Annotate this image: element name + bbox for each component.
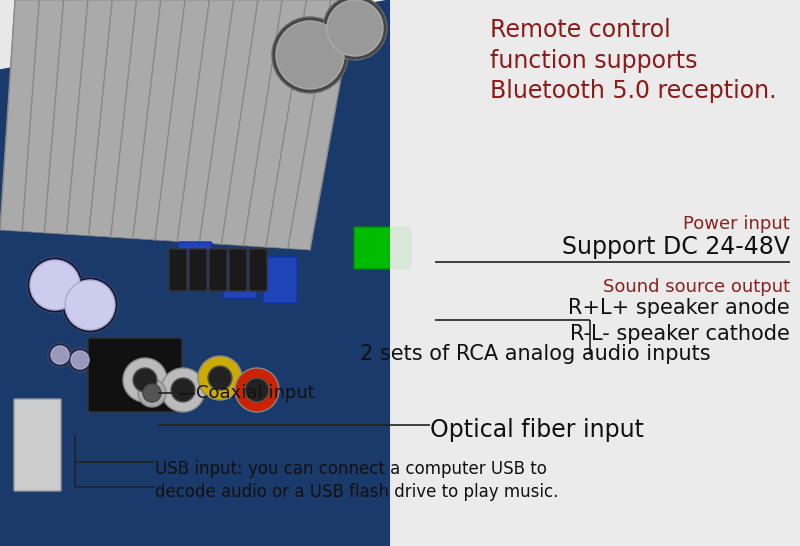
Circle shape <box>62 277 118 333</box>
Circle shape <box>235 368 279 412</box>
FancyBboxPatch shape <box>249 249 267 291</box>
Text: Support DC 24-48V: Support DC 24-48V <box>562 235 790 259</box>
FancyBboxPatch shape <box>223 252 257 298</box>
Circle shape <box>48 343 72 367</box>
Circle shape <box>198 356 242 400</box>
Circle shape <box>327 0 383 56</box>
FancyBboxPatch shape <box>169 249 187 291</box>
Text: R+L+ speaker anode
R-L- speaker cathode: R+L+ speaker anode R-L- speaker cathode <box>568 298 790 343</box>
Circle shape <box>123 358 167 402</box>
Text: 2 sets of RCA analog audio inputs: 2 sets of RCA analog audio inputs <box>360 344 710 364</box>
Polygon shape <box>0 0 390 546</box>
Text: Sound source output: Sound source output <box>603 278 790 296</box>
FancyBboxPatch shape <box>354 227 411 269</box>
FancyBboxPatch shape <box>178 242 212 288</box>
FancyBboxPatch shape <box>209 249 227 291</box>
Circle shape <box>276 21 344 89</box>
Circle shape <box>65 280 115 330</box>
Circle shape <box>138 379 166 407</box>
Circle shape <box>27 257 83 313</box>
Polygon shape <box>0 0 355 250</box>
Circle shape <box>208 366 232 390</box>
Circle shape <box>68 348 92 372</box>
Circle shape <box>143 384 161 402</box>
Text: —Coaxial input: —Coaxial input <box>178 384 314 402</box>
Circle shape <box>171 378 195 402</box>
FancyBboxPatch shape <box>263 257 297 303</box>
Text: Optical fiber input: Optical fiber input <box>430 418 644 442</box>
Text: Remote control
function supports
Bluetooth 5.0 reception.: Remote control function supports Bluetoo… <box>490 18 777 103</box>
FancyBboxPatch shape <box>14 399 61 491</box>
Text: Power input: Power input <box>683 215 790 233</box>
Circle shape <box>272 17 348 93</box>
Circle shape <box>71 351 89 369</box>
Circle shape <box>323 0 387 60</box>
Text: USB input: you can connect a computer USB to
decode audio or a USB flash drive t: USB input: you can connect a computer US… <box>155 460 558 501</box>
Circle shape <box>161 368 205 412</box>
FancyBboxPatch shape <box>229 249 247 291</box>
Circle shape <box>51 346 69 364</box>
FancyBboxPatch shape <box>88 338 182 412</box>
FancyBboxPatch shape <box>189 249 207 291</box>
Circle shape <box>133 368 157 392</box>
Circle shape <box>245 378 269 402</box>
Bar <box>390 0 800 546</box>
Circle shape <box>30 260 80 310</box>
